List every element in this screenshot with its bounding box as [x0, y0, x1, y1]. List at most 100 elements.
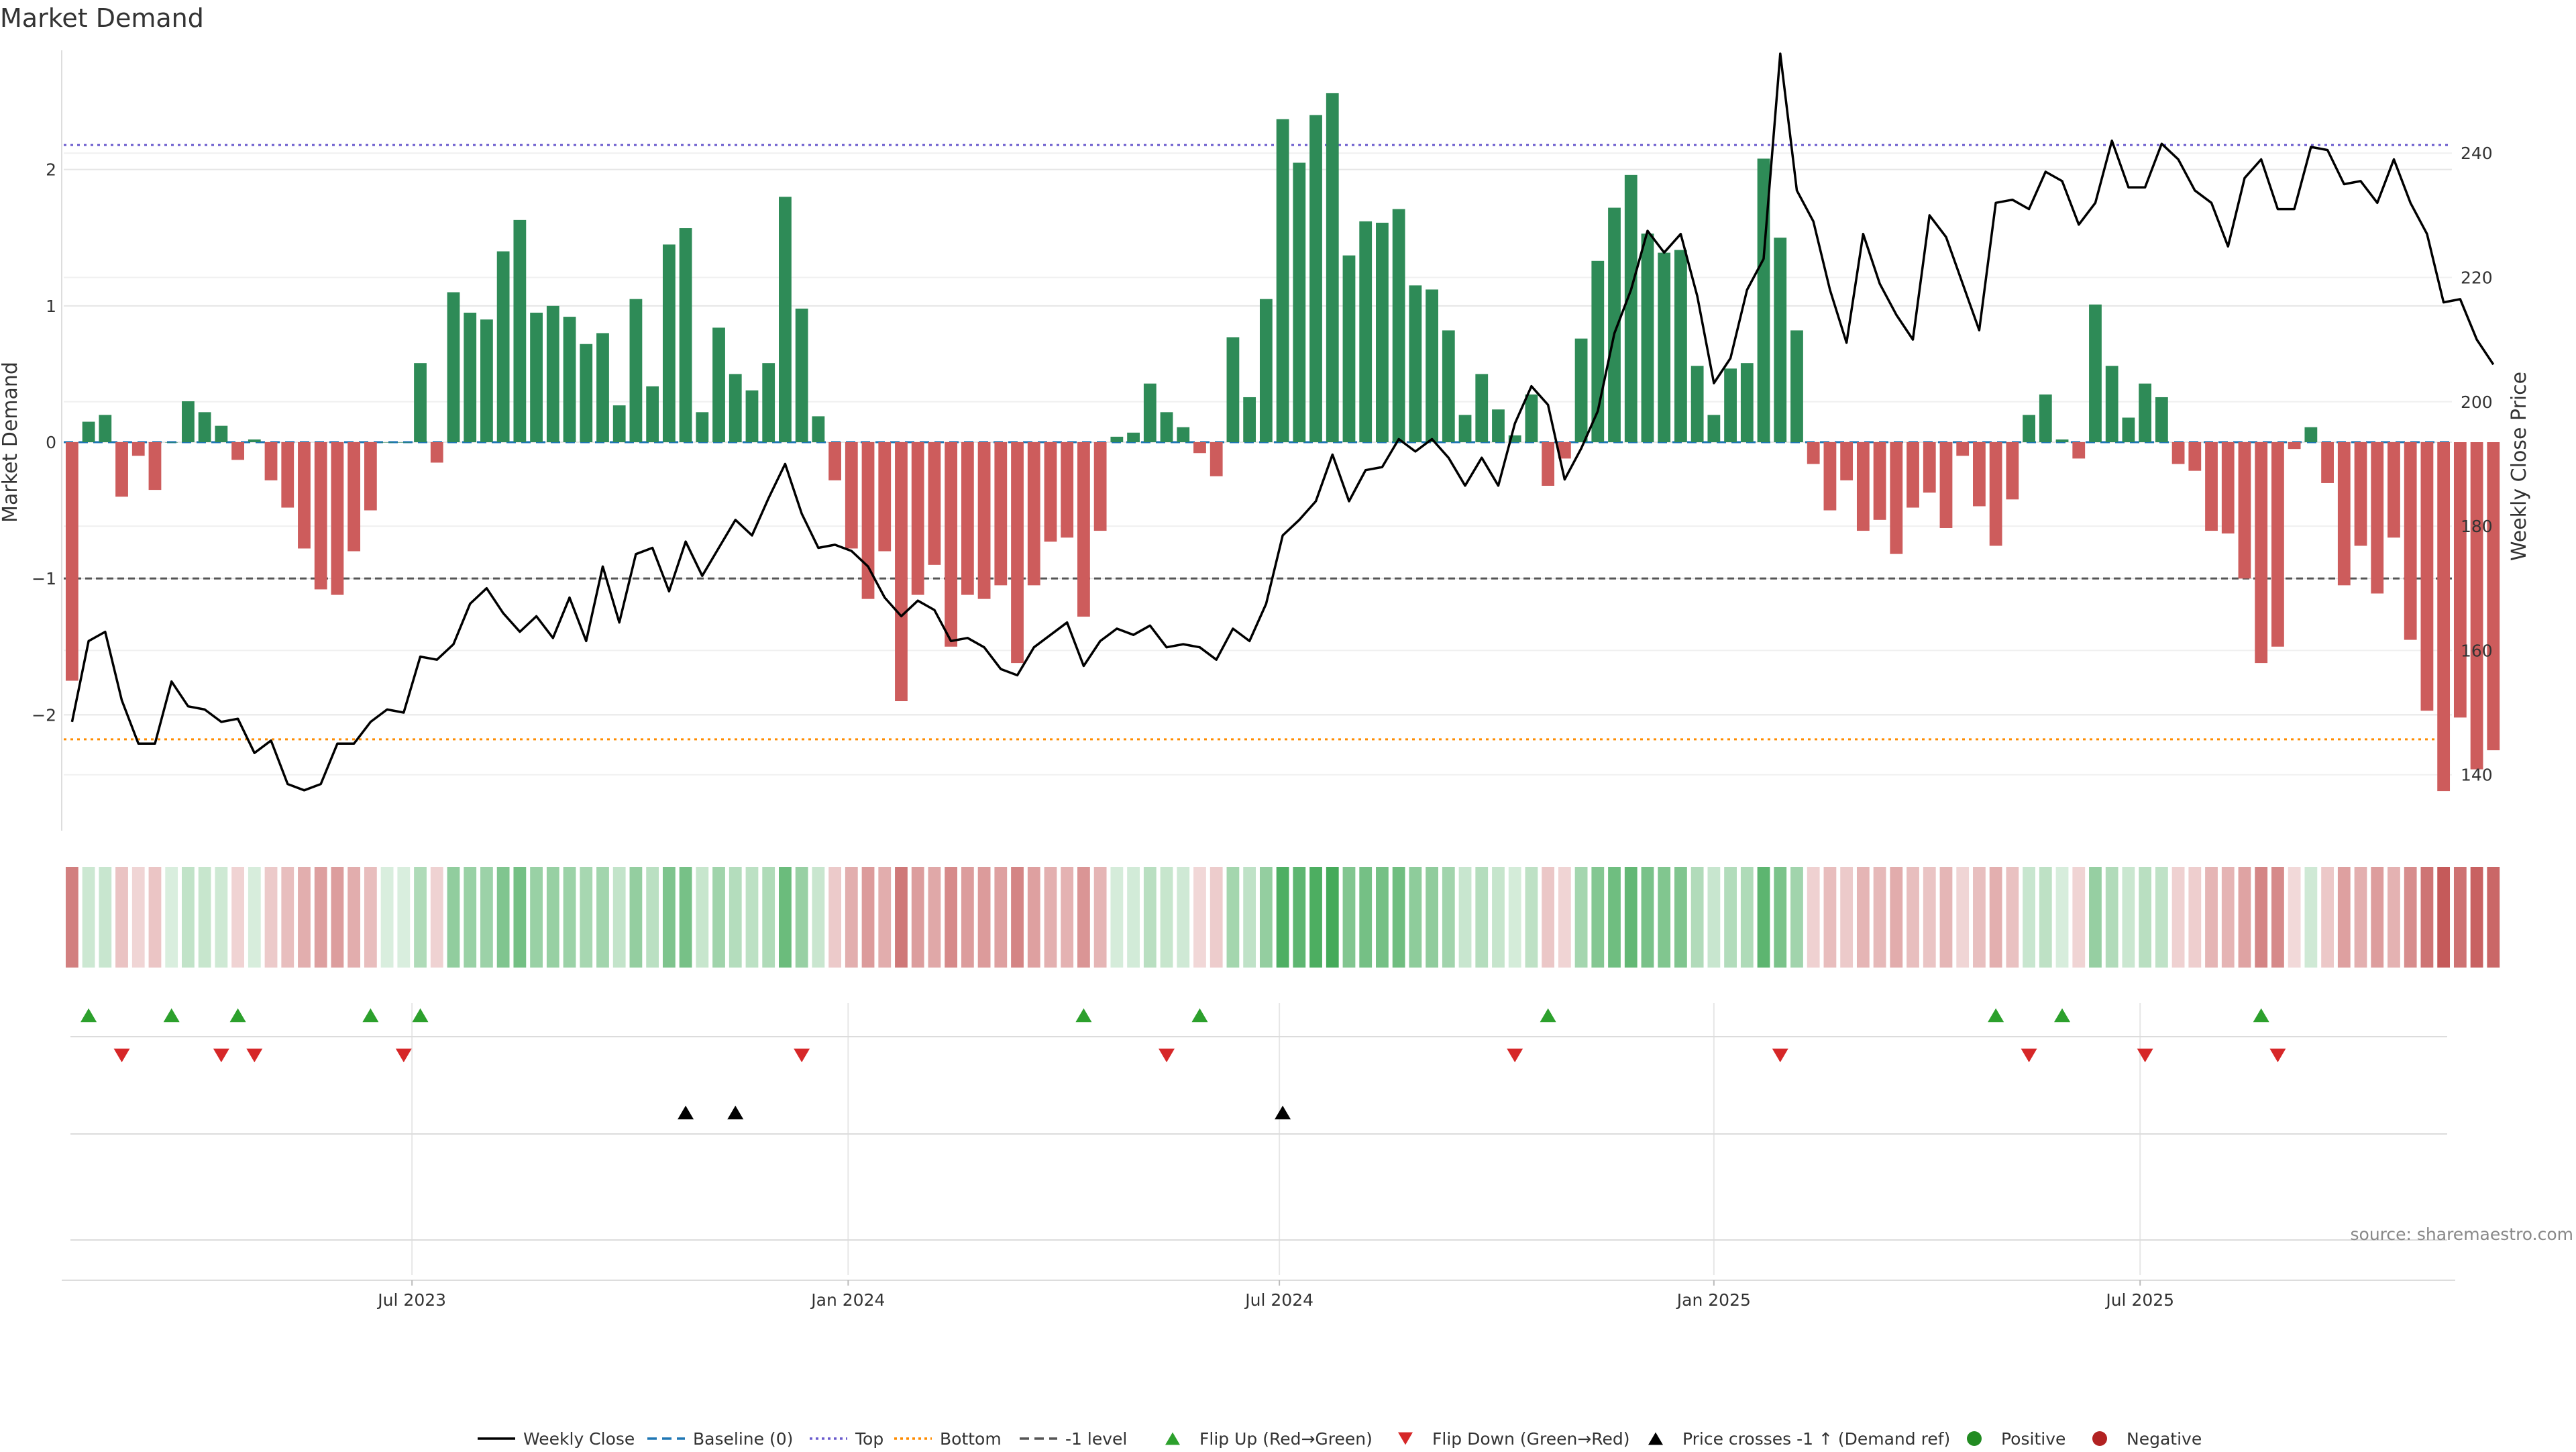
x-tick-label-3: Jul 2024 [1244, 1290, 1313, 1310]
demand-bar-79 [1359, 221, 1373, 442]
price-cross-marker-2 [727, 1105, 744, 1120]
heat-cell-145 [2453, 867, 2467, 968]
demand-bar-38 [679, 228, 692, 442]
flip-up-marker-8 [1540, 1008, 1556, 1023]
heat-cell-92 [1574, 867, 1588, 968]
heat-cell-131 [2221, 867, 2235, 968]
demand-bar-43 [762, 363, 775, 442]
heat-cell-13 [264, 867, 278, 968]
heat-cell-116 [1973, 867, 1986, 968]
heat-cell-27 [496, 867, 510, 968]
heat-cell-115 [1956, 867, 1970, 968]
demand-bar-61 [1061, 442, 1074, 538]
heat-cell-16 [314, 867, 327, 968]
heat-cell-56 [977, 867, 991, 968]
flip-up-marker-7 [1191, 1008, 1208, 1023]
demand-bar-95 [1624, 174, 1638, 442]
heat-cell-134 [2271, 867, 2284, 968]
heat-cell-146 [2470, 867, 2483, 968]
legend-label-9: Positive [2001, 1429, 2065, 1449]
heat-cell-28 [513, 867, 527, 968]
x-axis: Jul 2023 Jan 2024 Jul 2024 Jan 2025 Jul 2025 [62, 1280, 2455, 1310]
heat-cell-98 [1674, 867, 1687, 968]
demand-bar-102 [1740, 363, 1754, 442]
demand-bar-45 [795, 308, 808, 442]
heat-cell-29 [530, 867, 543, 968]
heat-cell-69 [1193, 867, 1206, 968]
demand-bar-126 [2139, 383, 2152, 442]
demand-bar-141 [2387, 442, 2400, 538]
heat-cell-117 [1989, 867, 2002, 968]
flip-up-marker-10 [2054, 1008, 2071, 1023]
y-axis-label: Market Demand [0, 362, 22, 523]
demand-bar-80 [1376, 222, 1389, 442]
demand-bar-81 [1392, 209, 1405, 442]
heat-cell-17 [331, 867, 344, 968]
demand-bar-93 [1591, 260, 1605, 442]
demand-bar-78 [1342, 255, 1356, 442]
demand-bar-84 [1442, 330, 1455, 442]
heat-cell-61 [1061, 867, 1074, 968]
y2-tick-label-140: 140 [2461, 766, 2493, 785]
demand-bar-28 [513, 219, 527, 442]
demand-bar-68 [1177, 427, 1190, 442]
y-tick-label--2: −2 [32, 705, 56, 725]
heat-cell-133 [2255, 867, 2268, 968]
demand-bar-47 [828, 442, 841, 480]
heat-cell-33 [596, 867, 609, 968]
demand-bar-117 [1989, 442, 2002, 546]
demand-bar-124 [2105, 366, 2118, 442]
demand-bar-116 [1973, 442, 1986, 507]
heat-cell-20 [380, 867, 394, 968]
demand-bar-129 [2188, 442, 2202, 471]
demand-bar-60 [1044, 442, 1057, 542]
heat-cell-76 [1309, 867, 1322, 968]
heat-cell-95 [1624, 867, 1638, 968]
demand-bar-21 [397, 442, 411, 443]
demand-bar-119 [2023, 415, 2035, 442]
demand-bar-123 [2089, 304, 2102, 442]
legend-symbol-10 [2092, 1431, 2107, 1446]
heat-cell-55 [961, 867, 974, 968]
heat-cell-74 [1276, 867, 1289, 968]
flip-down-marker-1 [113, 1048, 130, 1063]
flip-down-marker-7 [1507, 1048, 1523, 1063]
demand-bar-82 [1409, 285, 1422, 442]
demand-bar-49 [861, 442, 875, 599]
demand-bar-19 [364, 442, 377, 511]
demand-bar-75 [1293, 162, 1306, 442]
legend-symbol-8 [1648, 1432, 1663, 1445]
heat-cell-142 [2404, 867, 2417, 968]
demand-bar-144 [2437, 442, 2451, 792]
heat-cell-147 [2487, 867, 2500, 968]
demand-bar-36 [646, 386, 659, 442]
heat-cell-93 [1591, 867, 1605, 968]
price-series [70, 52, 2495, 792]
heat-cell-110 [1873, 867, 1886, 968]
demand-bar-114 [1939, 442, 1953, 528]
legend-label-5: -1 level [1065, 1429, 1127, 1449]
demand-bar-112 [1907, 442, 1919, 508]
heat-cell-32 [580, 867, 593, 968]
heat-cell-47 [828, 867, 841, 968]
y2-tick-label-200: 200 [2461, 393, 2493, 412]
heat-cell-2 [82, 867, 95, 968]
heat-cell-127 [2155, 867, 2168, 968]
demand-bar-98 [1674, 250, 1687, 442]
heat-cell-106 [1807, 867, 1820, 968]
demand-bar-85 [1458, 415, 1472, 442]
heat-cell-89 [1525, 867, 1538, 968]
heat-cell-139 [2354, 867, 2367, 968]
heat-cell-72 [1243, 867, 1256, 968]
demand-bar-74 [1276, 119, 1289, 442]
y2-tick-label-160: 160 [2461, 641, 2493, 660]
demand-bar-67 [1160, 412, 1173, 442]
demand-bar-89 [1525, 394, 1538, 442]
heat-cell-85 [1458, 867, 1472, 968]
legend-label-6: Flip Up (Red→Green) [1199, 1429, 1373, 1449]
heat-cell-5 [131, 867, 145, 968]
heat-cell-48 [845, 867, 858, 968]
demand-bar-145 [2453, 442, 2467, 718]
gridlines [64, 152, 2452, 1275]
